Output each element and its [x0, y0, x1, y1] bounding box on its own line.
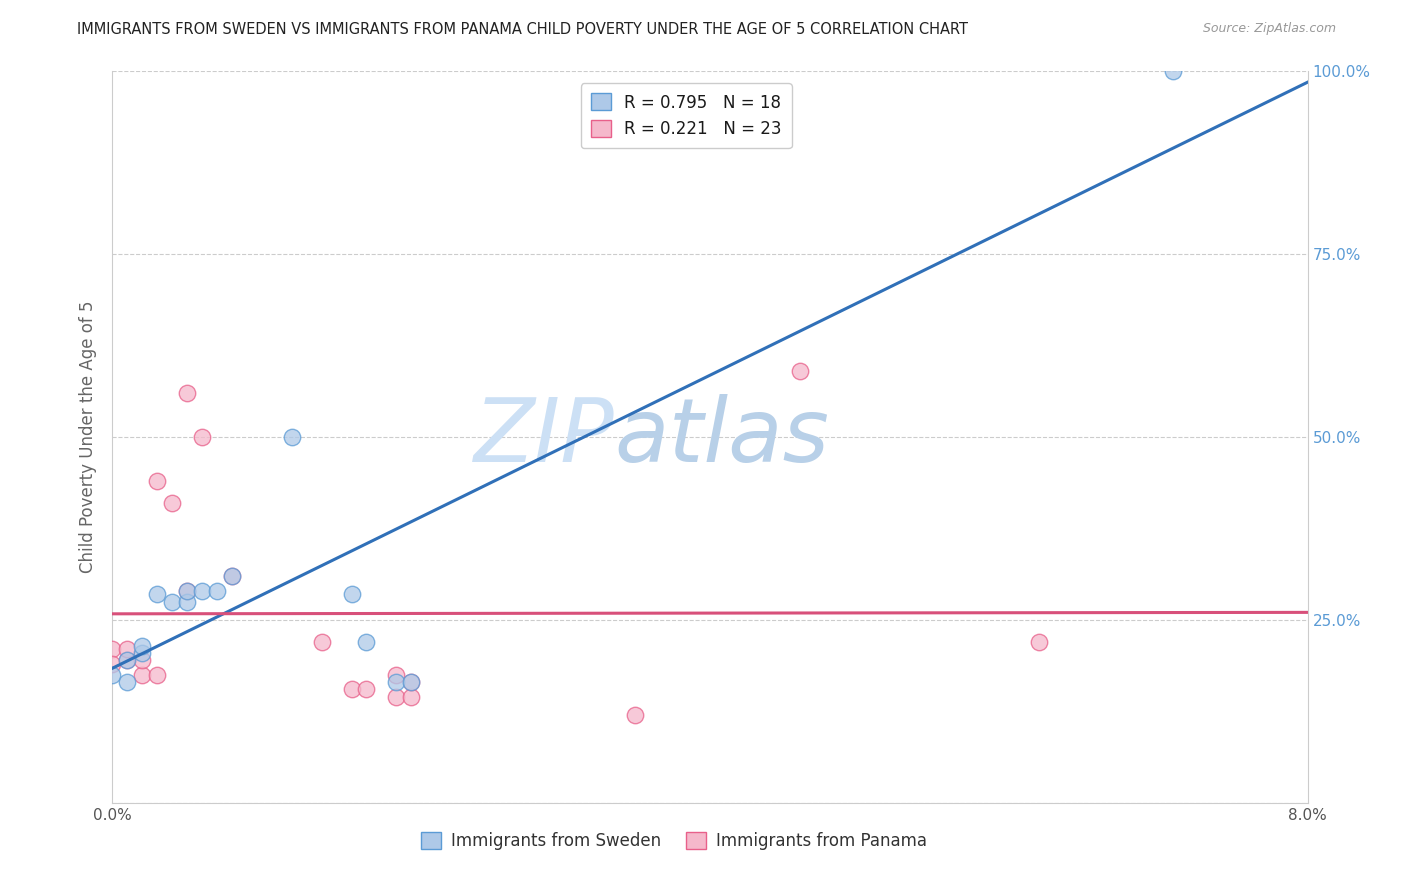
- Point: [117, 653, 139, 667]
- Y-axis label: Child Poverty Under the Age of 5: Child Poverty Under the Age of 5: [79, 301, 97, 574]
- Point: [131, 646, 153, 660]
- Point: [1161, 64, 1184, 78]
- Text: atlas: atlas: [614, 394, 830, 480]
- Point: [146, 587, 169, 601]
- Point: [311, 635, 333, 649]
- Point: [117, 642, 139, 657]
- Point: [131, 667, 153, 681]
- Point: [1028, 635, 1050, 649]
- Text: IMMIGRANTS FROM SWEDEN VS IMMIGRANTS FROM PANAMA CHILD POVERTY UNDER THE AGE OF : IMMIGRANTS FROM SWEDEN VS IMMIGRANTS FRO…: [77, 22, 969, 37]
- Point: [176, 386, 198, 401]
- Point: [624, 708, 647, 723]
- Point: [340, 682, 363, 697]
- Point: [191, 583, 214, 598]
- Point: [385, 690, 408, 704]
- Point: [101, 642, 124, 657]
- Point: [176, 583, 198, 598]
- Point: [281, 430, 304, 444]
- Text: Source: ZipAtlas.com: Source: ZipAtlas.com: [1202, 22, 1336, 36]
- Point: [385, 667, 408, 681]
- Point: [176, 583, 198, 598]
- Point: [117, 653, 139, 667]
- Point: [146, 667, 169, 681]
- Point: [131, 639, 153, 653]
- Point: [221, 569, 243, 583]
- Point: [205, 583, 228, 598]
- Legend: Immigrants from Sweden, Immigrants from Panama: Immigrants from Sweden, Immigrants from …: [415, 825, 934, 856]
- Point: [356, 635, 378, 649]
- Point: [162, 594, 183, 608]
- Text: ZIP: ZIP: [474, 394, 614, 480]
- Point: [146, 474, 169, 488]
- Point: [131, 653, 153, 667]
- Point: [162, 496, 183, 510]
- Point: [191, 430, 214, 444]
- Point: [176, 594, 198, 608]
- Point: [789, 364, 811, 378]
- Point: [340, 587, 363, 601]
- Point: [401, 675, 423, 690]
- Point: [117, 675, 139, 690]
- Point: [101, 667, 124, 681]
- Point: [101, 657, 124, 671]
- Point: [221, 569, 243, 583]
- Point: [401, 690, 423, 704]
- Point: [385, 675, 408, 690]
- Point: [356, 682, 378, 697]
- Point: [401, 675, 423, 690]
